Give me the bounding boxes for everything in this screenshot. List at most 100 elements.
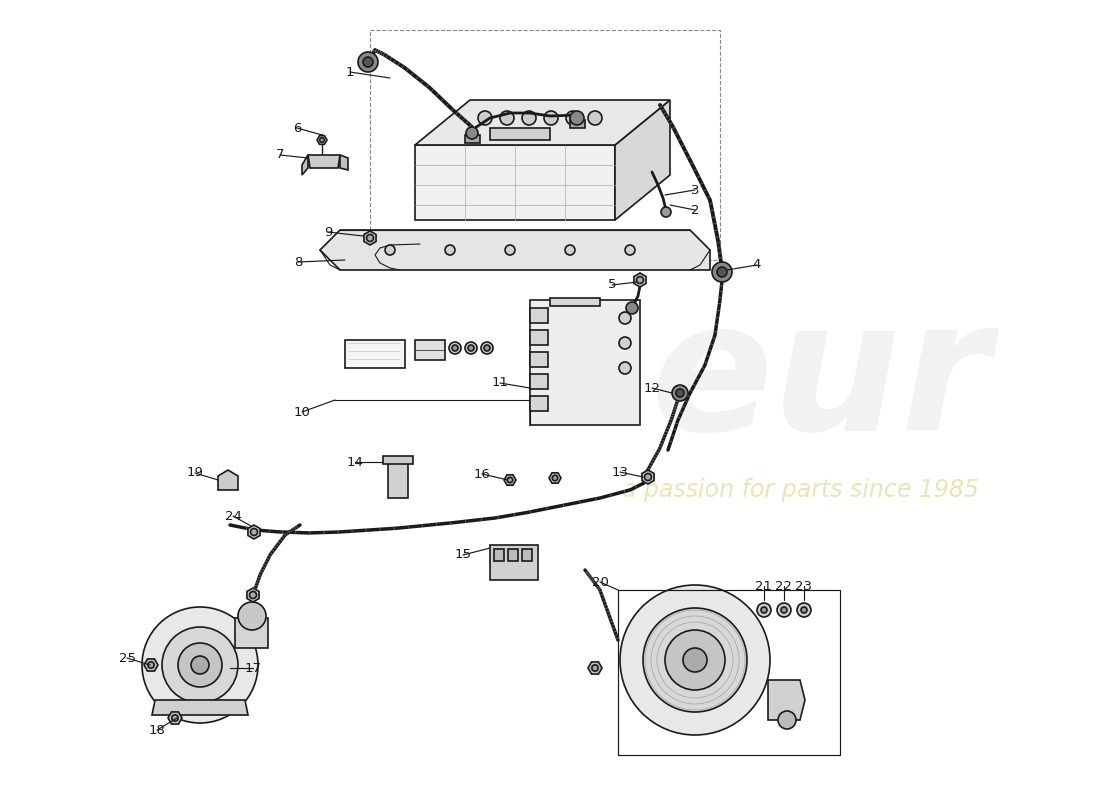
Circle shape [566,111,580,125]
Polygon shape [168,712,182,724]
Text: 21: 21 [756,579,772,593]
Circle shape [452,345,458,351]
Polygon shape [465,135,480,143]
Circle shape [366,234,374,242]
Polygon shape [302,155,308,175]
Circle shape [465,342,477,354]
Circle shape [363,57,373,67]
Circle shape [626,302,638,314]
Polygon shape [364,231,376,245]
Polygon shape [615,100,670,220]
Bar [530,352,548,367]
Bar [522,549,532,561]
Circle shape [191,656,209,674]
Text: 7: 7 [276,149,284,162]
Circle shape [552,475,558,481]
Circle shape [781,607,786,613]
Text: 6: 6 [293,122,301,134]
Circle shape [798,603,811,617]
Text: 4: 4 [752,258,761,271]
Circle shape [500,111,514,125]
Circle shape [466,127,478,139]
Text: 24: 24 [224,510,241,522]
Circle shape [683,648,707,672]
Circle shape [481,342,493,354]
Polygon shape [248,525,260,539]
Text: 13: 13 [612,466,628,478]
Polygon shape [768,680,805,720]
Polygon shape [320,230,710,270]
Text: 17: 17 [244,662,262,674]
Bar [530,308,548,323]
Text: a passion for parts since 1985: a passion for parts since 1985 [621,478,978,502]
Polygon shape [570,120,585,128]
Circle shape [147,662,154,668]
Bar [508,549,518,561]
Bar [345,340,405,368]
Polygon shape [340,155,348,170]
Text: 12: 12 [644,382,660,394]
Text: 3: 3 [691,183,700,197]
Text: 19: 19 [187,466,204,479]
Circle shape [505,245,515,255]
Circle shape [142,607,258,723]
Polygon shape [308,155,340,168]
Text: 5: 5 [607,278,616,291]
Bar [550,298,600,306]
Circle shape [385,245,395,255]
Text: 22: 22 [776,579,792,593]
Circle shape [661,207,671,217]
Circle shape [251,529,257,535]
Text: 16: 16 [474,467,491,481]
Text: 9: 9 [323,226,332,238]
Circle shape [619,337,631,349]
Text: 20: 20 [592,575,608,589]
Text: 18: 18 [148,723,165,737]
Text: 14: 14 [346,455,363,469]
Circle shape [449,342,461,354]
Circle shape [619,362,631,374]
Bar [530,330,548,345]
Circle shape [544,111,558,125]
Polygon shape [634,273,646,287]
Circle shape [761,607,767,613]
Text: 1: 1 [345,66,354,78]
Circle shape [507,478,513,482]
Polygon shape [588,662,602,674]
Circle shape [172,715,178,721]
Text: 25: 25 [119,651,135,665]
Polygon shape [144,659,158,671]
Circle shape [238,602,266,630]
Text: 11: 11 [492,377,508,390]
Circle shape [522,111,536,125]
Circle shape [637,277,644,283]
Polygon shape [415,145,615,220]
Circle shape [712,262,732,282]
Bar [494,549,504,561]
Circle shape [446,245,455,255]
Text: 2: 2 [691,203,700,217]
Text: 23: 23 [795,579,813,593]
Circle shape [666,630,725,690]
Bar [490,128,550,140]
Circle shape [757,603,771,617]
Polygon shape [218,470,238,490]
Circle shape [250,591,256,598]
Circle shape [478,111,492,125]
Text: eur: eur [650,292,990,468]
Polygon shape [504,475,516,485]
Polygon shape [415,100,670,145]
Bar [530,396,548,411]
Circle shape [320,138,324,142]
Circle shape [358,52,378,72]
Circle shape [484,345,490,351]
Circle shape [162,627,238,703]
Circle shape [178,643,222,687]
Circle shape [570,111,584,125]
Polygon shape [152,700,248,715]
Polygon shape [549,473,561,483]
Bar [530,300,640,425]
Circle shape [644,608,747,712]
Circle shape [672,385,688,401]
Bar [530,374,548,389]
